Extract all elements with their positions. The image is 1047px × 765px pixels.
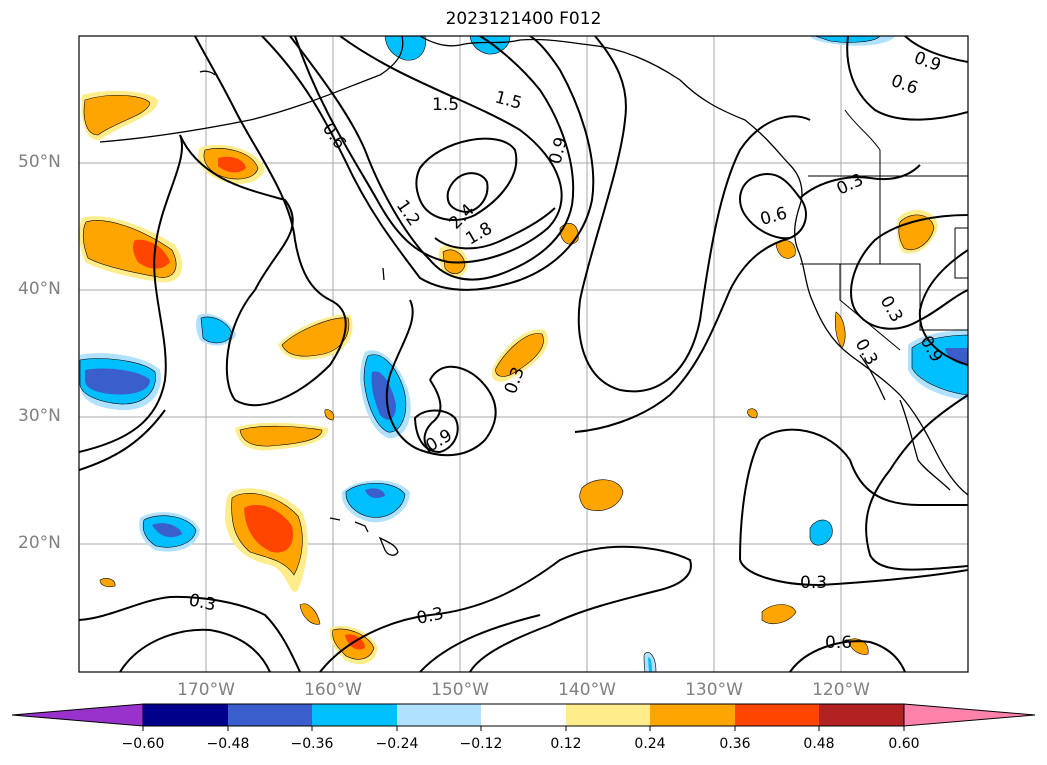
positive-anomaly-west-central — [79, 216, 183, 283]
negative-anomaly-trough — [360, 350, 411, 439]
colorbar-tick-label: 0.24 — [634, 736, 666, 752]
colorbar-tick-label: −0.12 — [459, 736, 503, 752]
negative-anomaly-southwest — [139, 512, 200, 552]
colorbar-segment — [481, 704, 566, 726]
positive-anomaly-nw — [81, 90, 159, 141]
state-borders — [800, 109, 968, 351]
colorbar-segment — [735, 704, 819, 726]
lon-label: 170°W — [177, 680, 235, 700]
contour-lines — [79, 36, 968, 672]
contour-label: 0.6 — [825, 633, 852, 653]
colorbar-tick-label: 0.60 — [888, 736, 920, 752]
contour-label: 1.5 — [432, 95, 459, 115]
colorbar-tick-label: −0.24 — [375, 736, 419, 752]
colorbar-segment — [228, 704, 312, 726]
lon-label: 160°W — [304, 680, 362, 700]
colorbar-tick-label: 0.48 — [803, 736, 835, 752]
colorbar-border — [142, 703, 905, 727]
positive-anomaly-center-left — [278, 314, 353, 360]
graticule — [79, 36, 968, 672]
colorbar-segment — [397, 704, 481, 726]
lat-label: 30°N — [18, 406, 61, 426]
colorbar-tick-label: −0.48 — [206, 736, 250, 752]
positive-anomaly-south-west — [235, 422, 329, 451]
negative-anomaly-north — [384, 36, 895, 61]
lat-label: 50°N — [18, 152, 61, 172]
positive-anomaly-center — [491, 329, 549, 382]
contour-label: 0.3 — [800, 573, 827, 593]
lon-label: 120°W — [812, 680, 870, 700]
negative-anomaly-baja — [908, 330, 968, 400]
colorbar-segment — [143, 704, 228, 726]
colorbar-tick-label: 0.12 — [550, 736, 582, 752]
colorbar-segment — [566, 704, 650, 726]
anomaly-fills — [79, 36, 968, 672]
lon-label: 130°W — [685, 680, 743, 700]
coastlines — [99, 36, 968, 556]
map-border — [78, 35, 969, 673]
map-title: 2023121400 F012 — [445, 9, 602, 29]
colorbar-extend-low — [11, 703, 144, 727]
lon-label: 150°W — [431, 680, 489, 700]
lat-label: 40°N — [18, 279, 61, 299]
colorbar-tick-label: −0.60 — [121, 736, 165, 752]
negative-anomaly-hawaii — [341, 480, 410, 523]
colorbar-segment — [650, 704, 735, 726]
colorbar-segment — [819, 704, 904, 726]
lat-label: 20°N — [18, 533, 61, 553]
colorbar-extend-high — [903, 703, 1036, 727]
negative-anomaly-small-east — [643, 519, 833, 672]
colorbar-segment — [312, 704, 397, 726]
colorbar-tick-label: −0.36 — [290, 736, 334, 752]
colorbar — [11, 703, 1036, 731]
positive-anomaly-small-east — [559, 223, 624, 512]
lon-label: 140°W — [558, 680, 616, 700]
positive-anomaly-hawaii-west — [225, 488, 308, 593]
negative-anomaly-west — [79, 353, 161, 411]
colorbar-tick-label: 0.36 — [719, 736, 751, 752]
